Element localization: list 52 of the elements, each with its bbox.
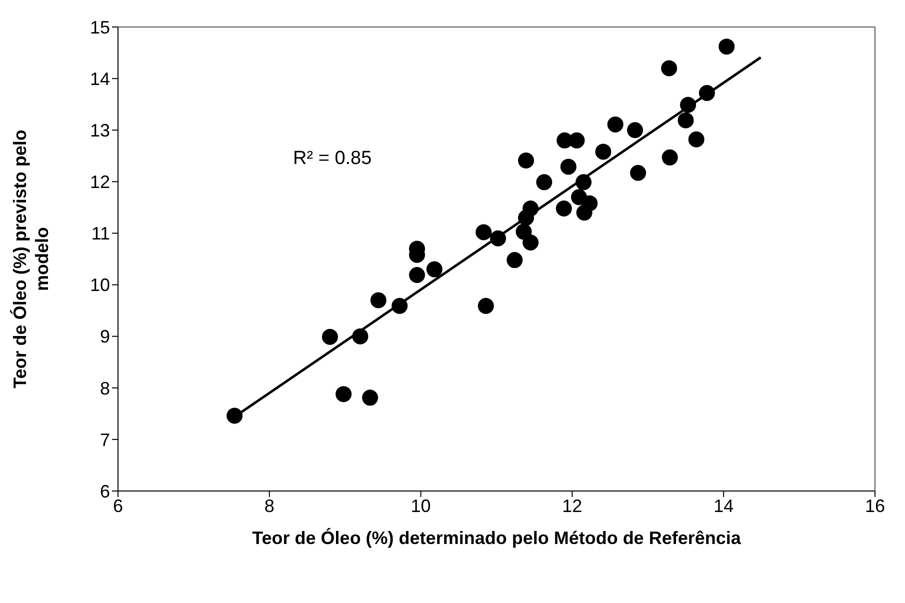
point: [536, 174, 552, 190]
point: [595, 144, 612, 160]
y-axis-title: Teor de Óleo (%) previsto pelo modelo: [10, 130, 52, 388]
point: [522, 200, 539, 216]
x-tick-label: 12: [562, 496, 582, 516]
point: [576, 174, 592, 190]
point: [226, 408, 243, 424]
point: [352, 328, 368, 344]
y-tick-label: 9: [100, 326, 110, 347]
point: [718, 38, 735, 55]
point: [522, 234, 539, 250]
point: [568, 132, 585, 148]
y-tick-label: 12: [90, 172, 110, 192]
y-tick-label: 11: [91, 224, 110, 244]
point: [661, 60, 678, 76]
point: [630, 164, 646, 181]
point: [678, 112, 694, 128]
x-tick-label: 10: [410, 496, 431, 516]
point: [336, 386, 352, 402]
point: [627, 122, 644, 138]
point: [556, 200, 572, 216]
annotation: R² = 0.85: [293, 148, 372, 170]
x-tick-label: 16: [864, 496, 886, 516]
y-tick-label: 6: [100, 481, 110, 502]
point: [688, 131, 704, 148]
point: [506, 252, 523, 268]
y-tick-label: 10: [90, 275, 110, 296]
point: [518, 152, 534, 169]
point: [370, 292, 386, 308]
point: [662, 149, 678, 166]
point: [698, 84, 715, 101]
y-tick-label: 13: [90, 120, 110, 140]
y-tick-label: 15: [90, 17, 110, 38]
point: [392, 298, 408, 314]
x-tick-label: 8: [264, 496, 274, 516]
point: [322, 328, 338, 345]
point: [478, 298, 494, 314]
point: [607, 116, 624, 132]
point: [490, 230, 506, 246]
x-axis-title: Teor de Óleo (%) determinado pelo Método de Referência: [252, 528, 742, 548]
y-tick-label: 14: [90, 68, 110, 89]
x-tick-label: 6: [112, 496, 124, 516]
y-tick-label: 7: [100, 430, 110, 450]
point: [576, 204, 592, 221]
y-tick-label: 8: [100, 378, 110, 398]
point: [426, 261, 442, 278]
point: [560, 158, 576, 175]
x-tick-label: 14: [714, 496, 734, 516]
point: [680, 96, 696, 113]
point: [362, 390, 378, 406]
point: [409, 266, 426, 283]
point: [476, 224, 492, 240]
